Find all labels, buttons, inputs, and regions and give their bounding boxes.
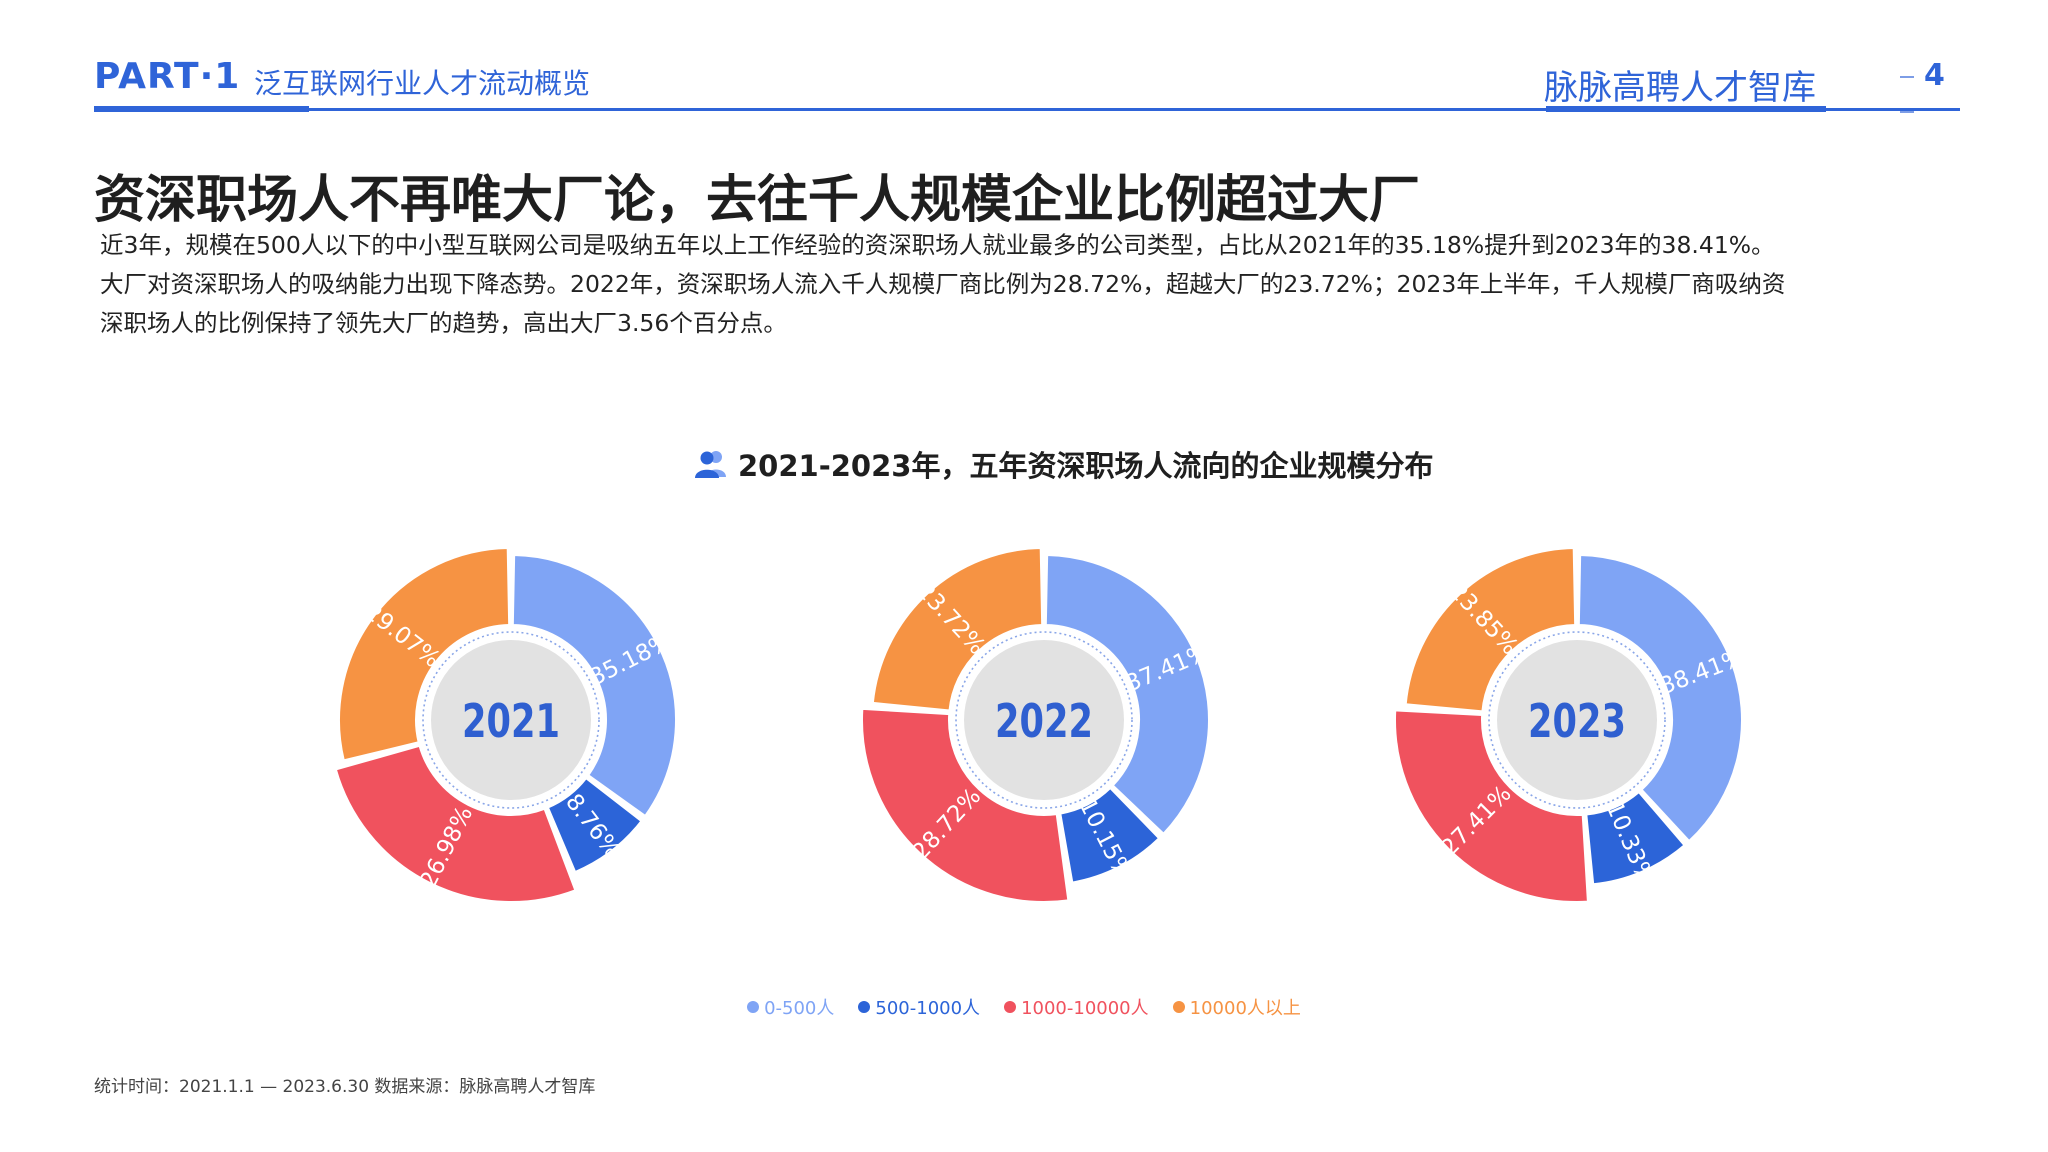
summary-line: 大厂对资深职场人的吸纳能力出现下降态势。2022年，资深职场人流入千人规模厂商比… xyxy=(100,270,1786,298)
summary-text: 近3年，规模在500人以下的中小型互联网公司是吸纳五年以上工作经验的资深职场人就… xyxy=(100,226,1920,343)
center-ring xyxy=(955,631,1133,809)
slice-2021-1 xyxy=(546,777,643,873)
footer-source: 统计时间：2021.1.1 — 2023.6.30 数据来源：脉脉高聘人才智库 xyxy=(94,1077,596,1097)
page-number: 4 xyxy=(1890,58,1960,128)
users-icon xyxy=(695,451,726,478)
header-divider xyxy=(94,108,1960,111)
chart-legend: 0-500人 500-1000人 1000-10000人 10000人以上 xyxy=(0,994,2048,1020)
slice-2021-3 xyxy=(338,547,511,762)
donut-2023: 38.41%10.33%27.41%23.85%2023 xyxy=(1394,547,1748,903)
page-number-value: 4 xyxy=(1924,58,1945,93)
slice-2022-1 xyxy=(1059,787,1161,884)
center-year-2021: 2021 xyxy=(462,695,560,749)
legend-label: 1000-10000人 xyxy=(1021,998,1149,1019)
legend-label: 500-1000人 xyxy=(875,998,981,1019)
legend-item: 500-1000人 xyxy=(858,994,980,1020)
summary-line: 近3年，规模在500人以下的中小型互联网公司是吸纳五年以上工作经验的资深职场人就… xyxy=(100,231,1775,259)
page-title: 资深职场人不再唯大厂论，去往千人规模企业比例超过大厂 xyxy=(94,171,1421,230)
section-title: 泛互联网行业人才流动概览 xyxy=(254,67,591,100)
legend-swatch xyxy=(858,1001,871,1013)
slice-2023-1 xyxy=(1585,791,1686,886)
slice-2021-2 xyxy=(334,744,577,903)
chart-title: 2021-2023年，五年资深职场人流向的企业规模分布 xyxy=(694,444,1433,484)
center-disc xyxy=(431,640,591,800)
center-year-2022: 2022 xyxy=(995,695,1093,749)
legend-label: 0-500人 xyxy=(764,998,835,1019)
legend-swatch xyxy=(747,1001,760,1013)
legend-item: 1000-10000人 xyxy=(1004,994,1149,1020)
part-label: PART·1 xyxy=(94,56,241,97)
slice-2022-2 xyxy=(861,707,1070,903)
center-disc xyxy=(964,640,1124,800)
slice-2022-0 xyxy=(1044,554,1210,835)
header-divider-accent-right xyxy=(1546,106,1826,112)
page-header: PART·1 泛互联网行业人才流动概览 脉脉高聘人才智库 4 xyxy=(94,52,1960,114)
legend-item: 10000人以上 xyxy=(1172,994,1301,1020)
chart-title-text: 2021-2023年，五年资深职场人流向的企业规模分布 xyxy=(738,449,1434,483)
slice-2021-0 xyxy=(511,554,677,817)
brand-name: 脉脉高聘人才智库 xyxy=(1544,68,1816,108)
summary-line: 深职场人的比例保持了领先大厂的趋势，高出大厂3.56个百分点。 xyxy=(100,309,787,337)
legend-label: 10000人以上 xyxy=(1189,998,1301,1019)
legend-item: 0-500人 xyxy=(747,994,834,1020)
legend-swatch xyxy=(1004,1001,1017,1013)
center-ring xyxy=(422,631,600,809)
donut-2022: 37.41%10.15%28.72%23.72%2022 xyxy=(861,547,1213,903)
center-year-2023: 2023 xyxy=(1528,695,1626,749)
slice-2022-3 xyxy=(871,547,1044,712)
legend-swatch xyxy=(1172,1001,1185,1013)
center-disc xyxy=(1497,640,1657,800)
center-ring xyxy=(1488,631,1666,809)
donut-2021: 35.18%8.76%26.98%29.07%2021 xyxy=(334,547,677,903)
slice-2023-0 xyxy=(1577,554,1743,843)
slice-2023-2 xyxy=(1394,709,1589,903)
header-divider-accent-left xyxy=(94,106,309,112)
slice-2023-3 xyxy=(1404,547,1577,713)
